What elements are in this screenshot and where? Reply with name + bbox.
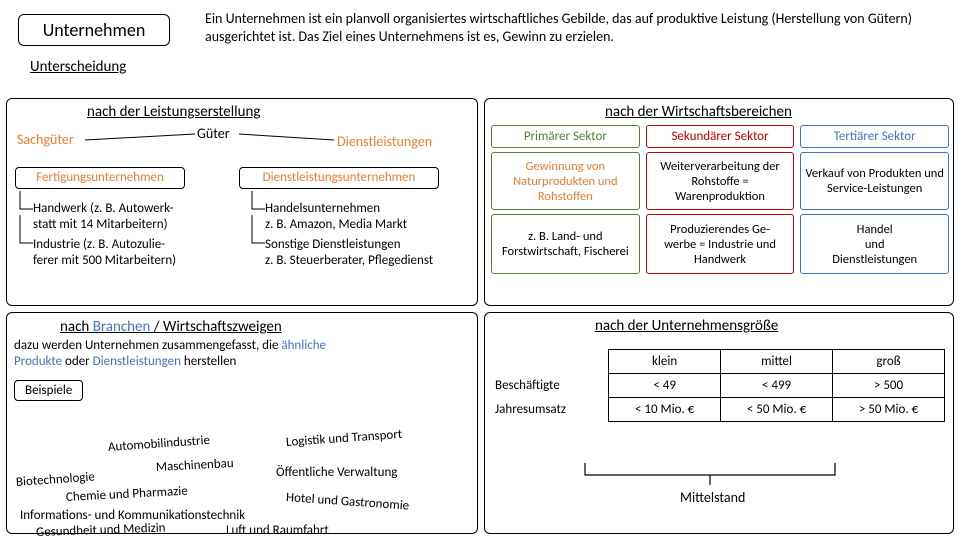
bl-l2b: oder: [62, 354, 93, 369]
bl-l1a: dazu werden Unternehmen zusammengefasst,…: [14, 338, 281, 353]
title: Unternehmen: [43, 19, 146, 41]
sizes-table: kleinmittelgroß Beschäftigte< 49< 499> 50…: [495, 349, 945, 422]
branch-example: Logistik und Transport: [285, 427, 402, 450]
branch-example: Maschinenbau: [156, 456, 234, 475]
sector-column: Sekundärer Sektor Weiterverarbeitung der …: [646, 125, 795, 274]
tr-heading: nach der Wirtschaftsbereichen: [605, 103, 792, 121]
bl-heading-mid: / Wirtschaftszweigen: [150, 318, 281, 336]
sector-desc: Weiterverarbeitung der Rohstoffe = Waren…: [646, 152, 795, 210]
sector-desc: Verkauf von Produkten und Service-Leistu…: [800, 152, 949, 210]
sector-column: Tertiärer Sektor Verkauf von Produkten un…: [800, 125, 949, 274]
section-leistungserstellung: nach der Leistungserstellung Sachgüter G…: [6, 98, 478, 306]
dienstunternehmen-label: Dienstleistungsunternehmen: [263, 170, 416, 185]
sector-column: Primärer Sektor Gewinnung von Naturproduk…: [491, 125, 640, 274]
fertigung-label: Fertigungsunternehmen: [36, 170, 164, 185]
bl-heading-pre: nach: [60, 318, 93, 336]
size-header: mittel: [721, 350, 833, 374]
branch-example: Automobilindustrie: [107, 433, 210, 455]
branch-example: Luft und Raumfahrt: [226, 523, 329, 538]
mittelstand-bracket: [585, 463, 835, 489]
sector-name: Primärer Sektor: [491, 125, 640, 148]
size-cell: < 499: [721, 374, 833, 398]
bl-l1b: ähnliche: [281, 338, 326, 353]
connector-industrie: [19, 215, 33, 249]
size-cell: > 500: [833, 374, 945, 398]
size-row-label: Beschäftigte: [495, 374, 609, 398]
sector-name: Sekundärer Sektor: [646, 125, 795, 148]
bl-heading-branchen: Branchen: [93, 318, 151, 336]
connector-gueter-left: [85, 132, 195, 144]
size-cell: < 50 Mio. €: [721, 398, 833, 422]
bl-l2d: herstellen: [181, 354, 236, 369]
size-header: klein: [609, 350, 721, 374]
bl-desc: dazu werden Unternehmen zusammengefasst,…: [14, 338, 474, 371]
handels-text: Handelsunternehmen z. B. Amazon, Media M…: [265, 201, 475, 234]
bl-l2c: Dienstleistungen: [93, 354, 181, 369]
size-row-label: Jahresumsatz: [495, 398, 609, 422]
sachgueter-label: Sachgüter: [17, 131, 74, 148]
section-wirtschaftsbereiche: nach der Wirtschaftsbereichen Primärer S…: [484, 98, 954, 306]
br-heading: nach der Unternehmensgröße: [595, 317, 778, 335]
gueter-label: Güter: [197, 125, 230, 142]
sector-example: z. B. Land- und Forstwirtschaft, Fischer…: [491, 214, 640, 274]
connector-sonstige: [251, 215, 265, 249]
branch-example: Öffentliche Verwaltung: [276, 465, 397, 480]
dienstleistungen-label: Dienstleistungen: [337, 133, 432, 150]
sector-example: Produzierendes Ge- werbe = Industrie und…: [646, 214, 795, 274]
handwerk-text: Handwerk (z. B. Autowerk- statt mit 14 M…: [33, 201, 233, 234]
subtitle: Unterscheidung: [30, 58, 126, 76]
branch-example: Hotel und Gastronomie: [285, 490, 409, 514]
branch-example: Gesundheit und Medizin: [36, 520, 166, 540]
sector-columns: Primärer Sektor Gewinnung von Naturproduk…: [491, 125, 949, 274]
sonstige-text: Sonstige Dienstleistungen z. B. Steuerbe…: [265, 237, 485, 270]
examples-container: Automobilindustrie Logistik und Transport…: [6, 392, 478, 532]
connector-handels: [251, 191, 265, 215]
size-cell: < 10 Mio. €: [609, 398, 721, 422]
branch-example: Chemie und Pharmazie: [66, 484, 189, 505]
mittelstand-label: Mittelstand: [680, 489, 745, 506]
size-cell: > 50 Mio. €: [833, 398, 945, 422]
fertigung-box: Fertigungsunternehmen: [15, 167, 185, 189]
section-groesse: nach der Unternehmensgröße kleinmittelgr…: [484, 312, 954, 534]
connector-gueter-right: [239, 132, 334, 144]
size-cell: < 49: [609, 374, 721, 398]
title-box: Unternehmen: [18, 14, 170, 46]
definition: Ein Unternehmen ist ein planvoll organis…: [205, 10, 945, 45]
bl-l2a: Produkte: [14, 354, 62, 369]
dienstunternehmen-box: Dienstleistungsunternehmen: [239, 167, 439, 189]
connector-handwerk: [19, 191, 33, 215]
sector-example: Handel und Dienstleistungen: [800, 214, 949, 274]
industrie-text: Industrie (z. B. Autozulie- ferer mit 50…: [33, 237, 253, 270]
size-header: groß: [833, 350, 945, 374]
sector-name: Tertiärer Sektor: [800, 125, 949, 148]
tl-heading: nach der Leistungserstellung: [87, 103, 260, 121]
size-header-blank: [495, 350, 609, 374]
branch-example: Biotechnologie: [15, 470, 95, 490]
sector-desc: Gewinnung von Naturprodukten und Rohstof…: [491, 152, 640, 210]
bl-heading: nach Branchen / Wirtschaftszweigen: [60, 318, 282, 336]
